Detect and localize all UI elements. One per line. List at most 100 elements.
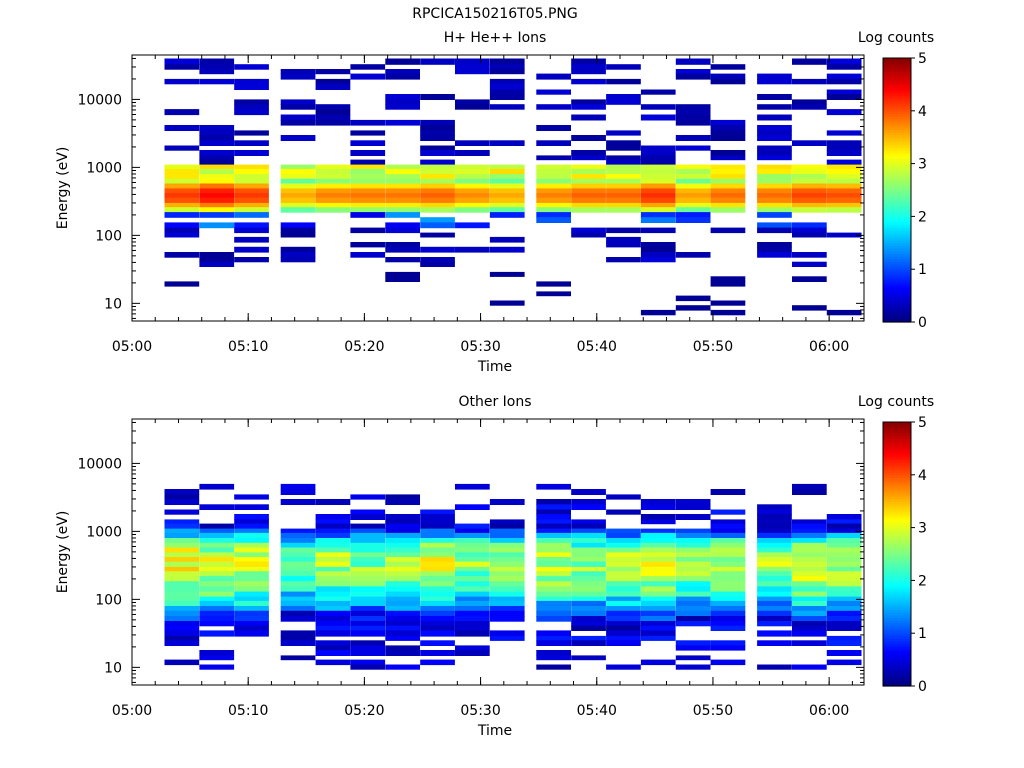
heatmap-cell: [455, 561, 490, 568]
heatmap-cell: [234, 150, 269, 156]
colorbar-swatch: [883, 219, 911, 223]
heatmap-cell: [164, 606, 200, 612]
heatmap-cell: [571, 135, 606, 141]
heatmap-cell: [826, 581, 862, 587]
x-axis: 05:00 05:10 05:20 05:30 05:40 05:50 06:00: [112, 419, 853, 719]
heatmap-cell: [675, 616, 711, 622]
heatmap-cell: [675, 655, 711, 661]
heatmap-cell: [571, 610, 606, 617]
heatmap-cell: [280, 232, 316, 238]
heatmap-cell: [536, 281, 571, 287]
colorbar-swatch: [883, 651, 911, 655]
heatmap-cell: [792, 519, 827, 525]
colorbar-tick-label: 0: [918, 315, 927, 331]
heatmap-cell: [757, 542, 792, 549]
heatmap-cell: [757, 145, 792, 151]
heatmap-cell: [640, 193, 676, 199]
heatmap-cell: [536, 519, 571, 525]
heatmap-cell: [280, 246, 316, 253]
heatmap-cell: [606, 155, 641, 161]
colorbar-swatch: [883, 429, 911, 434]
x-tick-label: 05:50: [693, 339, 733, 355]
heatmap-cell: [606, 576, 641, 582]
heatmap-cell: [640, 630, 676, 637]
colorbar-label: Log counts: [858, 30, 934, 46]
colorbar-swatch: [883, 292, 911, 297]
heatmap-cell: [420, 164, 455, 170]
heatmap-cell: [536, 140, 571, 146]
heatmap-cell: [385, 58, 420, 65]
heatmap-cell: [350, 494, 386, 500]
heatmap-cell: [757, 532, 792, 539]
heatmap-cell: [571, 178, 606, 185]
heatmap-cell: [315, 596, 351, 602]
heatmap-cell: [234, 222, 269, 229]
heatmap-cell: [164, 183, 200, 190]
heatmap-cell: [675, 295, 711, 302]
heatmap-cell: [675, 538, 711, 544]
heatmap-cell: [164, 591, 200, 598]
heatmap-cell: [640, 547, 676, 554]
heatmap-cell: [792, 586, 827, 593]
heatmap-cell: [420, 586, 455, 593]
heatmap-cell: [640, 252, 676, 258]
colorbar-swatch: [883, 197, 911, 202]
heatmap-cell: [385, 616, 420, 622]
heatmap-cell: [571, 227, 606, 234]
heatmap-cell: [675, 104, 711, 110]
heatmap-cell: [710, 519, 746, 525]
heatmap-cell: [234, 83, 269, 90]
heatmap-cell: [826, 586, 862, 593]
heatmap-cell: [571, 581, 606, 587]
heatmap-cell: [710, 168, 746, 175]
heatmap-cell: [385, 576, 420, 582]
heatmap-cell: [606, 596, 641, 602]
heatmap-cell: [757, 150, 792, 156]
heatmap-cell: [199, 261, 235, 267]
heatmap-cell: [710, 557, 746, 563]
heatmap-cell: [606, 236, 641, 243]
heatmap-cell: [385, 276, 420, 282]
heatmap-cell: [350, 576, 386, 582]
colorbar-swatch: [883, 76, 911, 80]
heatmap-cell: [606, 532, 641, 539]
heatmap-cell: [571, 538, 606, 544]
heatmap-cell: [455, 483, 490, 490]
colorbar-tick-label: 2: [918, 209, 927, 225]
heatmap-cell: [826, 566, 862, 572]
heatmap-cell: [455, 650, 490, 656]
heatmap-cell: [234, 566, 269, 572]
y-tick-label: 10: [104, 296, 122, 312]
heatmap-cell: [420, 616, 455, 622]
heatmap-cell: [385, 664, 420, 670]
heatmap-cell: [757, 557, 792, 563]
heatmap-cell: [315, 625, 351, 631]
heatmap-cell: [571, 600, 606, 607]
heatmap-cell: [606, 140, 641, 146]
heatmap-cell: [385, 514, 420, 520]
heatmap-cell: [757, 504, 792, 510]
heatmap-cell: [420, 659, 455, 666]
heatmap-cell: [455, 150, 490, 156]
heatmap-cell: [234, 197, 269, 204]
heatmap-cell: [826, 64, 862, 70]
colorbar-swatch: [883, 575, 911, 579]
colorbar-swatch: [883, 601, 911, 605]
colorbar-swatch: [883, 129, 911, 133]
heatmap-cell: [234, 519, 269, 525]
heatmap-cell: [675, 217, 711, 223]
heatmap-cell: [640, 561, 676, 568]
heatmap-cell: [675, 73, 711, 80]
heatmap-cell: [164, 586, 200, 593]
heatmap-cell: [675, 135, 711, 141]
colorbar-swatch: [883, 94, 911, 99]
heatmap-cell: [710, 538, 746, 544]
heatmap-cell: [420, 135, 455, 141]
heatmap-cell: [280, 188, 316, 194]
heatmap-cell: [315, 178, 351, 185]
heatmap-cell: [606, 581, 641, 587]
heatmap-cell: [315, 78, 351, 85]
colorbar-swatch: [883, 612, 911, 616]
heatmap-cell: [826, 542, 862, 549]
heatmap-cell: [199, 610, 235, 617]
